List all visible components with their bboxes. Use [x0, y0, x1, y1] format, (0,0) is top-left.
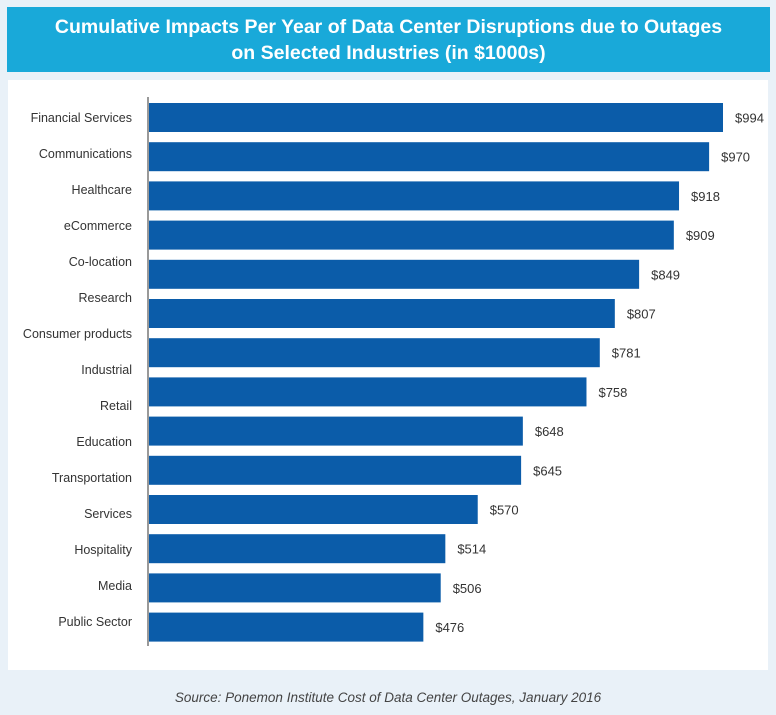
source-note: Source: Ponemon Institute Cost of Data C…	[174, 690, 602, 705]
category-label: Co-location	[69, 255, 132, 269]
category-label: Consumer products	[23, 327, 132, 341]
data-label: $506	[453, 581, 482, 596]
bar	[149, 612, 424, 642]
data-label: $994	[735, 111, 764, 126]
category-label: eCommerce	[64, 219, 132, 233]
bar	[149, 377, 587, 407]
data-label: $570	[490, 503, 519, 518]
category-label: Retail	[100, 399, 132, 413]
bar	[149, 495, 478, 524]
category-label: Communications	[39, 147, 132, 161]
data-label: $807	[627, 307, 656, 322]
category-label: Public Sector	[58, 615, 132, 629]
bar	[149, 181, 680, 211]
bar	[149, 103, 723, 132]
data-label: $476	[435, 620, 464, 635]
data-label: $781	[612, 346, 641, 361]
data-label: $645	[533, 463, 562, 478]
title-line-2: on Selected Industries (in $1000s)	[231, 42, 546, 64]
category-label: Financial Services	[31, 111, 132, 125]
chart-panel	[8, 80, 768, 670]
data-label: $648	[535, 424, 564, 439]
bar	[149, 338, 600, 368]
category-label: Media	[98, 579, 132, 593]
data-label: $918	[691, 189, 720, 204]
data-label: $849	[651, 267, 680, 282]
category-label: Healthcare	[72, 183, 132, 197]
category-label: Research	[79, 291, 133, 305]
category-label: Services	[84, 507, 132, 521]
bar	[149, 534, 446, 564]
data-label: $758	[598, 385, 627, 400]
bar	[149, 455, 522, 485]
bar	[149, 299, 615, 328]
bar	[149, 573, 441, 603]
title-line-1: Cumulative Impacts Per Year of Data Cent…	[54, 16, 723, 38]
category-label: Education	[76, 435, 132, 449]
bar	[149, 416, 523, 446]
bar	[149, 259, 640, 289]
bar	[149, 220, 674, 250]
chart-title: Cumulative Impacts Per Year of Data Cent…	[7, 7, 770, 72]
category-label: Hospitality	[74, 543, 132, 557]
bar	[149, 142, 710, 172]
data-label: $514	[457, 542, 486, 557]
category-label: Industrial	[81, 363, 132, 377]
data-label: $970	[721, 150, 750, 165]
data-label: $909	[686, 228, 715, 243]
category-label: Transportation	[52, 471, 132, 485]
